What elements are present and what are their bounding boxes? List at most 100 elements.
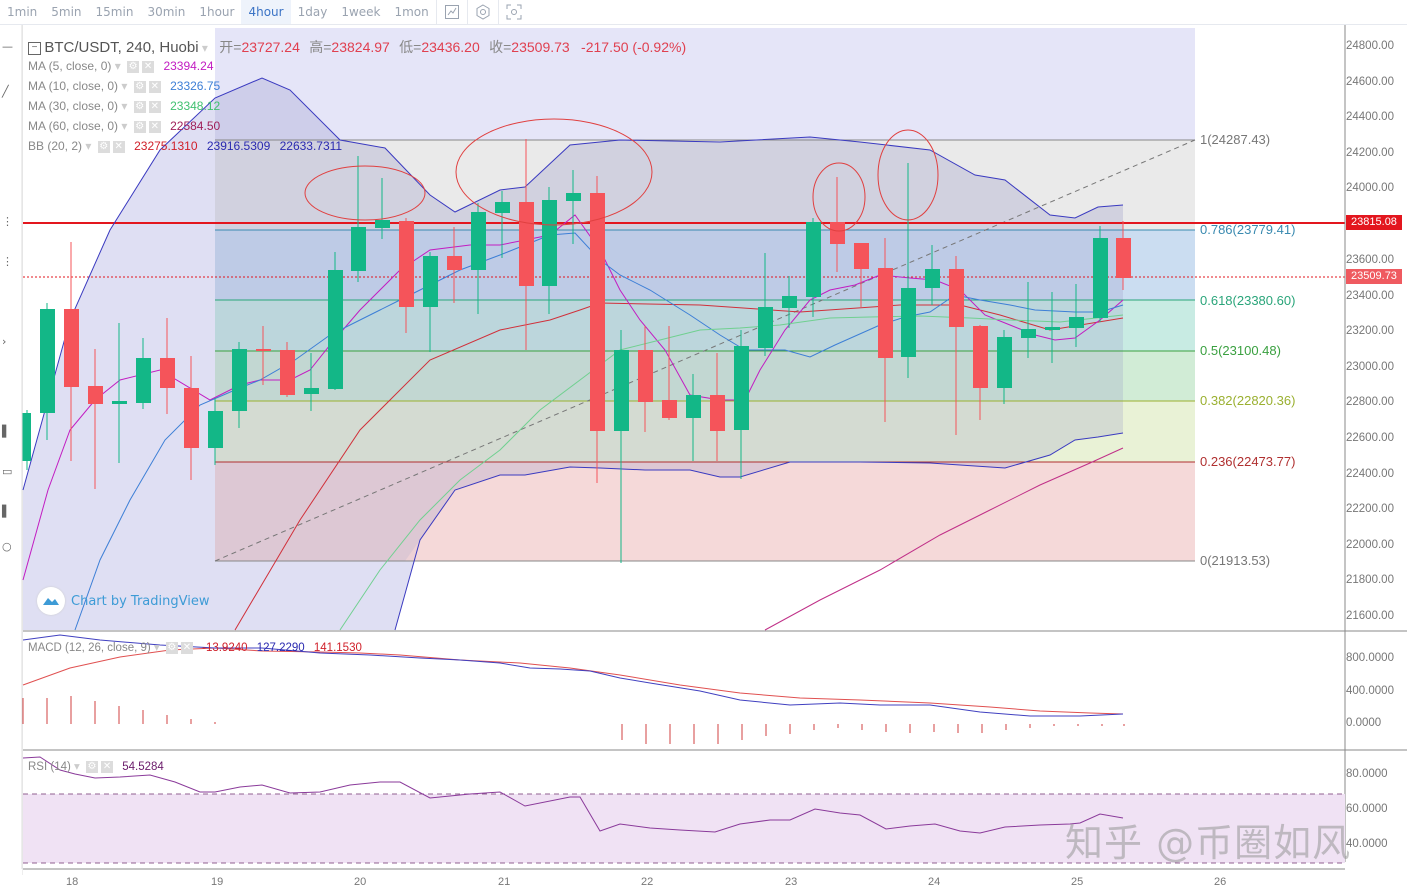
price-tick: 21600.00 [1346,610,1394,622]
close-icon[interactable]: ✕ [148,80,161,93]
settings-hex-icon[interactable] [466,0,498,24]
screenshot-icon[interactable] [497,0,529,24]
date-tick: 19 [211,876,224,888]
pattern-icon[interactable]: ▭ [2,465,13,478]
tf-1day[interactable]: 1day [297,5,328,19]
chevron-down-icon[interactable]: ▾ [121,119,128,133]
indicator-label[interactable]: MA (60, close, 0) [28,119,119,133]
last-price-tag: 23509.73 [1346,269,1402,284]
price-tick: 21800.00 [1346,574,1394,586]
date-tick: 26 [1214,876,1227,888]
price-tick: 23400.00 [1346,290,1394,302]
indicator-label[interactable]: MA (30, close, 0) [28,99,119,113]
gear-icon[interactable]: ⚙ [133,100,146,113]
chevron-down-icon[interactable]: ▾ [121,79,128,93]
measure-icon[interactable]: ▌ [2,505,11,518]
fib-level-0: 0(21913.53) [1200,553,1271,568]
text-icon[interactable]: ▌ [2,425,11,438]
close-icon[interactable]: ✕ [180,641,193,654]
tf-1week[interactable]: 1week [341,5,381,19]
chevron-down-icon[interactable]: ▾ [153,642,160,654]
tf-1hour[interactable]: 1hour [199,5,235,19]
macd-value: 127.2290 [256,642,305,654]
tradingview-logo[interactable]: Chart by TradingView [37,587,209,615]
tf-15min[interactable]: 15min [95,5,134,19]
chart-type-icon[interactable] [435,0,467,24]
price-tick: 22000.00 [1346,539,1394,551]
indicator-label[interactable]: MA (5, close, 0) [28,59,112,73]
date-tick: 18 [66,876,79,888]
date-tick: 21 [498,876,511,888]
tf-4hour[interactable]: 4hour [241,0,291,24]
fib-level-0786: 0.786(23779.41) [1200,222,1296,237]
symbol-title[interactable]: BTC/USDT, 240, Huobi [44,39,199,56]
indicator-macd: MACD (12, 26, close, 9) ▾ ⚙ ✕ -13.9240 12… [28,640,362,654]
rsi-tick: 40.0000 [1346,838,1388,850]
watermark: 知乎 @币圈如风 [1065,821,1352,865]
chart-by-label: Chart by TradingView [71,593,210,609]
macd-tick: 0.0000 [1346,717,1382,729]
chevron-down-icon[interactable]: ▾ [121,99,128,113]
rsi-value: 54.5284 [122,761,164,773]
price-tick: 23000.00 [1346,361,1394,373]
rsi-tick: 60.0000 [1346,803,1388,815]
chevron-down-icon[interactable]: ▾ [85,139,92,153]
date-tick: 25 [1071,876,1084,888]
chevron-down-icon[interactable]: ▾ [74,761,80,773]
close-value: 23509.73 [511,39,570,55]
price-tick: 24400.00 [1346,111,1394,123]
zoom-icon[interactable]: ○ [2,540,12,553]
tf-5min[interactable]: 5min [51,5,82,19]
close-icon[interactable]: ✕ [112,140,125,153]
price-tick: 24000.00 [1346,182,1394,194]
indicator-label[interactable]: RSI (14) [28,761,71,773]
open-value: 23727.24 [241,39,300,55]
close-icon[interactable]: ✕ [101,760,114,773]
pitchfork-icon[interactable]: ⋮ [2,255,13,268]
change-value: -217.50 (-0.92%) [581,39,687,55]
cloud-logo-icon [37,587,65,615]
close-icon[interactable]: ✕ [148,100,161,113]
date-tick: 24 [928,876,941,888]
timeframe-toolbar: 1min 5min 15min 30min 1hour 4hour 1day 1… [0,0,1407,25]
symbol-dropdown-icon[interactable]: ▾ [201,41,208,55]
tf-30min[interactable]: 30min [147,5,186,19]
fib-icon[interactable]: ⋮ [2,215,13,228]
tf-1mon[interactable]: 1mon [394,5,429,19]
collapse-icon[interactable]: − [28,42,41,56]
price-tick: 22800.00 [1346,396,1394,408]
indicator-ma10: MA (10, close, 0) ▾ ⚙ ✕ 23326.75 [28,79,220,93]
gear-icon[interactable]: ⚙ [133,120,146,133]
rsi-tick: 80.0000 [1346,768,1388,780]
date-tick: 23 [785,876,798,888]
high-label: 高= [309,39,332,55]
chevron-down-icon[interactable]: ▾ [114,59,121,73]
indicator-label[interactable]: MACD (12, 26, close, 9) [28,642,151,654]
tf-1min[interactable]: 1min [7,5,38,19]
indicator-ma30: MA (30, close, 0) ▾ ⚙ ✕ 23348.12 [28,99,220,113]
price-tick: 22600.00 [1346,432,1394,444]
indicator-value: 23326.75 [170,79,221,93]
indicator-label[interactable]: BB (20, 2) [28,139,83,153]
close-icon[interactable]: ✕ [148,120,161,133]
shape-icon[interactable]: › [2,335,7,348]
macd-hist-value: -13.9240 [202,642,248,654]
macd-tick: 800.0000 [1346,652,1394,664]
macd-signal-value: 141.1530 [313,642,362,654]
indicator-label[interactable]: MA (10, close, 0) [28,79,119,93]
gear-icon[interactable]: ⚙ [133,80,146,93]
indicator-rsi: RSI (14) ▾ ⚙ ✕ 54.5284 [28,759,164,773]
gear-icon[interactable]: ⚙ [127,60,140,73]
gear-icon[interactable]: ⚙ [86,760,99,773]
macd-tick: 400.0000 [1346,685,1394,697]
price-tick: 24600.00 [1346,76,1394,88]
trendline-icon[interactable]: ╱ [2,85,9,98]
crosshair-icon[interactable]: — [2,40,13,53]
close-icon[interactable]: ✕ [142,60,155,73]
fib-level-0382: 0.382(22820.36) [1200,393,1296,408]
fib-level-05: 0.5(23100.48) [1200,343,1281,358]
fib-level-0236: 0.236(22473.77) [1200,454,1296,469]
gear-icon[interactable]: ⚙ [165,641,178,654]
gear-icon[interactable]: ⚙ [97,140,110,153]
